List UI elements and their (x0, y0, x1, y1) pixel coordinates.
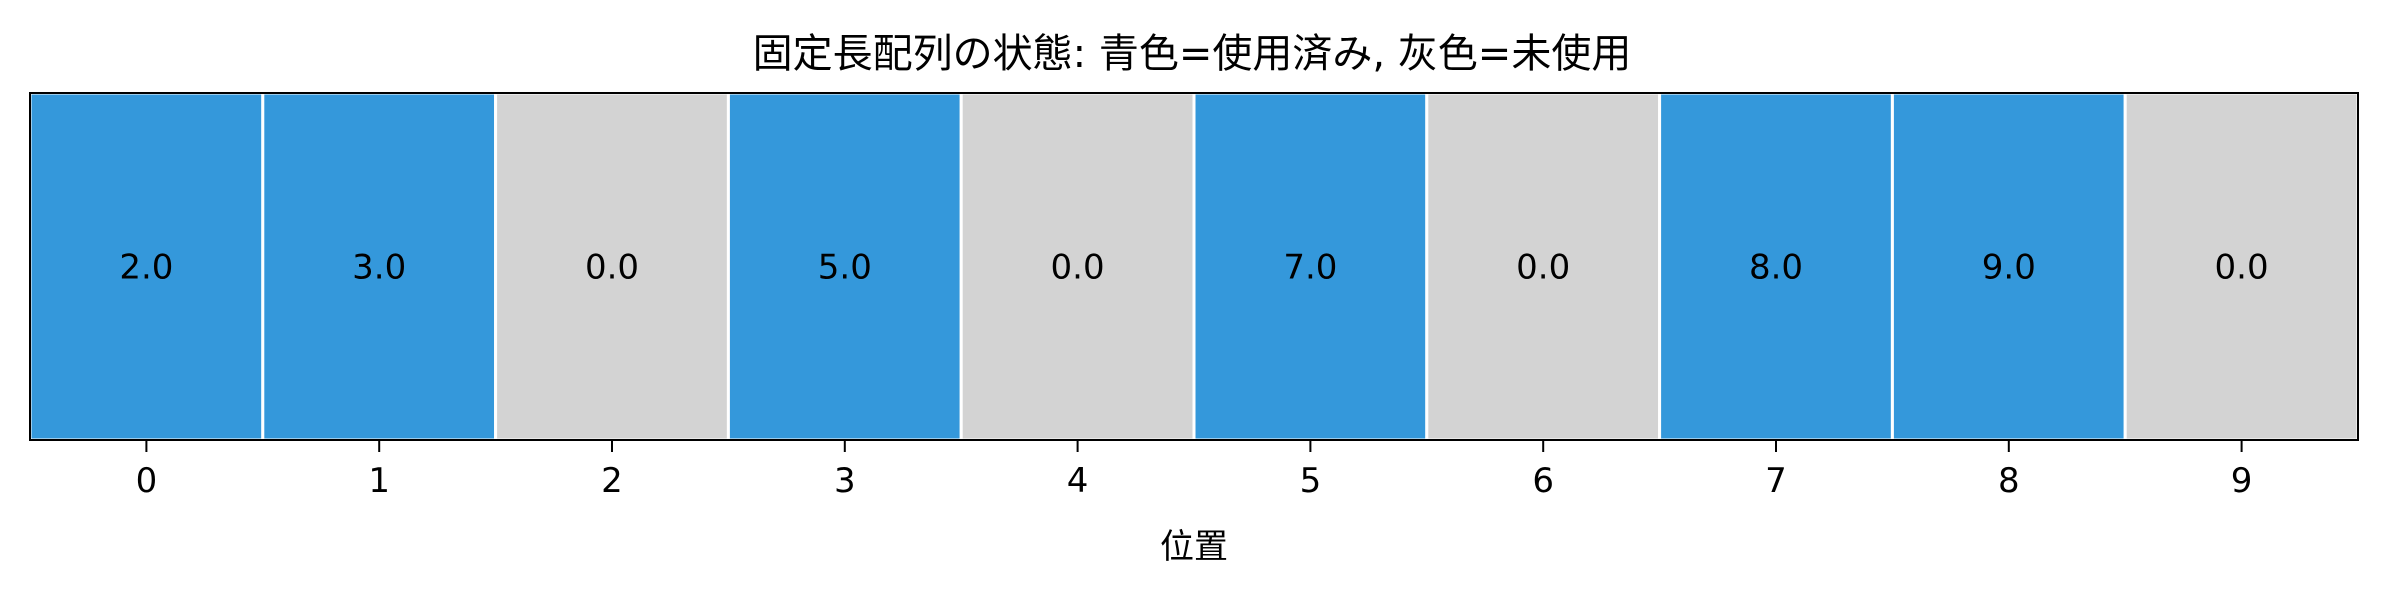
x-tick-label-7: 7 (1765, 461, 1787, 501)
cell-value-label-6: 0.0 (1516, 248, 1570, 288)
cell-value-label-9: 0.0 (2215, 248, 2269, 288)
heatmap-cell-7 (1658, 91, 1894, 442)
heatmap-cell-5 (1192, 91, 1429, 442)
x-tick-label-2: 2 (601, 461, 623, 501)
heatmap-cell-4 (959, 91, 1196, 442)
cells-group (28, 91, 2360, 442)
cell-value-label-7: 8.0 (1749, 248, 1803, 288)
cell-labels-group: 2.0 3.0 0.0 5.0 0.0 7.0 0.0 8.0 9.0 0.0 (119, 248, 2268, 288)
heatmap-cell-0 (28, 91, 265, 442)
x-tick-label-6: 6 (1532, 461, 1554, 501)
x-axis-label: 位置 (1160, 527, 1228, 567)
cell-value-label-4: 0.0 (1051, 248, 1105, 288)
x-tick-label-9: 9 (2231, 461, 2253, 501)
heatmap-cell-9 (2123, 91, 2360, 442)
heatmap-cell-1 (261, 91, 498, 442)
x-tick-label-3: 3 (834, 461, 856, 501)
x-tick-label-8: 8 (1998, 461, 2020, 501)
cell-value-label-5: 7.0 (1283, 248, 1337, 288)
cell-value-label-0: 2.0 (119, 248, 173, 288)
x-tick-label-4: 4 (1067, 461, 1089, 501)
heatmap-cell-3 (726, 91, 963, 442)
cell-value-label-2: 0.0 (585, 248, 639, 288)
x-tick-label-5: 5 (1300, 461, 1322, 501)
x-ticks-group: 0 1 2 3 4 5 6 7 8 9 (136, 440, 2253, 501)
chart-title: 固定長配列の状態: 青色=使用済み, 灰色=未使用 (753, 31, 1632, 77)
cell-value-label-3: 5.0 (818, 248, 872, 288)
cell-value-label-8: 9.0 (1982, 248, 2036, 288)
cell-value-label-1: 3.0 (352, 248, 406, 288)
x-tick-label-0: 0 (136, 461, 158, 501)
plot-frame (29, 92, 2359, 441)
x-tick-label-1: 1 (368, 461, 390, 501)
